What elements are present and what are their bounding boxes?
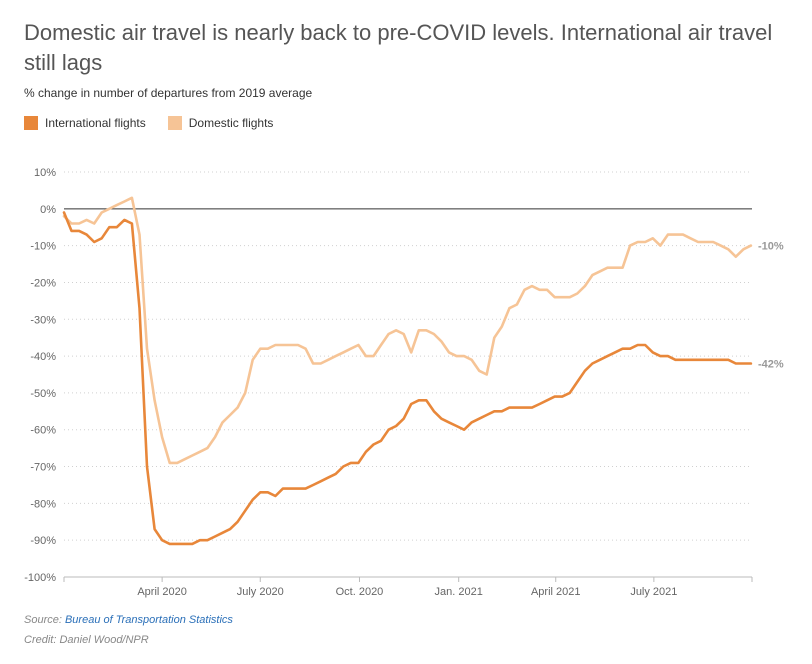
legend-label-domestic: Domestic flights [188, 116, 274, 130]
series-line-domestic [62, 196, 753, 465]
legend-item-domestic[interactable]: Domestic flights [167, 116, 274, 130]
y-gridlines [64, 171, 752, 578]
x-axis-ticks: April 2020 July 2020 Oct. 2020 Jan. 2021 Apr… [63, 576, 753, 598]
legend-swatch-international [24, 116, 38, 130]
legend-swatch-domestic [167, 116, 182, 130]
y-tick-label: -30% [30, 314, 56, 326]
x-tick-label: April 2021 [531, 586, 581, 598]
y-tick-label: -100% [24, 572, 56, 584]
y-tick-label: -80% [30, 498, 56, 510]
end-labels: -42% -10% [758, 241, 784, 371]
series-lines [62, 196, 753, 546]
series-line-international [62, 211, 753, 546]
y-tick-label: -40% [30, 351, 56, 363]
x-tick-label: Jan. 2021 [435, 586, 483, 598]
y-tick-label: 10% [34, 167, 56, 179]
chart-title: Domestic air travel is nearly back to pr… [24, 20, 773, 75]
y-tick-label: -90% [30, 535, 56, 547]
x-tick-label: April 2020 [137, 586, 187, 598]
y-tick-label: -20% [30, 277, 56, 289]
legend-label-international: International flights [45, 116, 146, 130]
chart-subtitle: % change in number of departures from 20… [24, 86, 313, 100]
y-axis-ticks: 10% 0% -10% -20% -30% -40% -50% -60% -70% -80% -90… [24, 167, 56, 584]
line-chart: 10% 0% -10% -20% -30% -40% -50% -60% -70% -80% -90… [24, 167, 784, 598]
credit-line: Credit: Daniel Wood/NPR [24, 634, 149, 646]
x-tick-label: Oct. 2020 [336, 586, 384, 598]
y-tick-label: -70% [30, 462, 56, 474]
end-label-domestic: -10% [758, 241, 784, 253]
x-tick-label: July 2020 [237, 586, 284, 598]
y-tick-label: 0% [40, 204, 56, 216]
source-prefix: Source: [24, 614, 65, 626]
y-tick-label: -60% [30, 425, 56, 437]
y-tick-label: -10% [30, 241, 56, 253]
source-line: Source: Bureau of Transportation Statist… [24, 614, 233, 626]
x-tick-label: July 2021 [630, 586, 677, 598]
end-label-international: -42% [758, 358, 784, 370]
source-link[interactable]: Bureau of Transportation Statistics [64, 614, 233, 626]
legend: International flights Domestic flights [24, 116, 295, 130]
y-tick-label: -50% [30, 388, 56, 400]
legend-item-international[interactable]: International flights [24, 116, 146, 130]
